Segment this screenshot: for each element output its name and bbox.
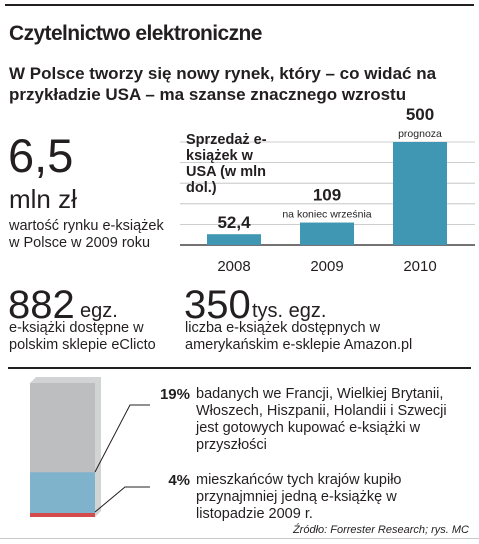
amazon-count: 350	[184, 283, 251, 327]
value-label-2010: 500	[406, 105, 434, 124]
poland-market-unit: mln zł	[9, 184, 77, 214]
survey-stacked-bar	[30, 377, 150, 517]
x-tick-label-2009: 2009	[310, 258, 343, 275]
us-ebook-sales-chart: 2008 52,4 2009 109 na koniec września 2010 500…	[180, 105, 475, 275]
value-label-2009: 109	[313, 186, 341, 205]
infographic-subtitle: W Polsce tworzy się nowy rynek, który – …	[9, 64, 437, 104]
poland-market-description: wartość rynku e-książek w Polsce w 2009 …	[9, 218, 164, 251]
bottom-rule	[0, 538, 479, 539]
source-credit: Źródło: Forrester Research; rys. MC	[292, 524, 469, 536]
amazon-unit: tys. egz.	[252, 300, 327, 322]
chart-title: Sprzedaż e-książek w USA (w mln dol.)	[186, 132, 267, 196]
bar-2008	[207, 234, 261, 245]
eclicto-description: e-książki dostępne w polskim sklepie eCl…	[9, 320, 156, 353]
bar-note-2009: na koniec września	[282, 209, 371, 221]
bar-note-2010: prognoza	[398, 128, 442, 140]
survey-text-ready: badanych we Francji, Wielkiej Brytanii, …	[196, 386, 447, 453]
infographic-title: Czytelnictwo elektroniczne	[9, 22, 262, 45]
bar-2010	[393, 142, 447, 245]
bar-2009	[300, 222, 354, 245]
value-label-2008: 52,4	[217, 213, 251, 232]
poland-market-value: 6,5	[8, 129, 74, 182]
top-rule	[5, 4, 474, 6]
survey-bar-ready-segment	[30, 472, 95, 513]
survey-percent-ready: 19%	[159, 386, 190, 403]
eclicto-count: 882	[8, 283, 75, 327]
section-divider	[8, 367, 471, 369]
connector-line-4	[94, 486, 150, 513]
survey-bar-bought-segment	[30, 513, 95, 517]
connector-line-19	[94, 404, 150, 473]
survey-percent-bought: 4%	[168, 472, 190, 489]
x-tick-label-2010: 2010	[403, 258, 436, 275]
eclicto-unit: egz.	[80, 300, 118, 322]
amazon-description: liczba e-książek dostępnych w amerykańsk…	[185, 320, 413, 353]
x-tick-label-2008: 2008	[217, 258, 250, 275]
survey-text-bought: mieszkańców tych krajów kupiło przynajmn…	[196, 472, 402, 522]
